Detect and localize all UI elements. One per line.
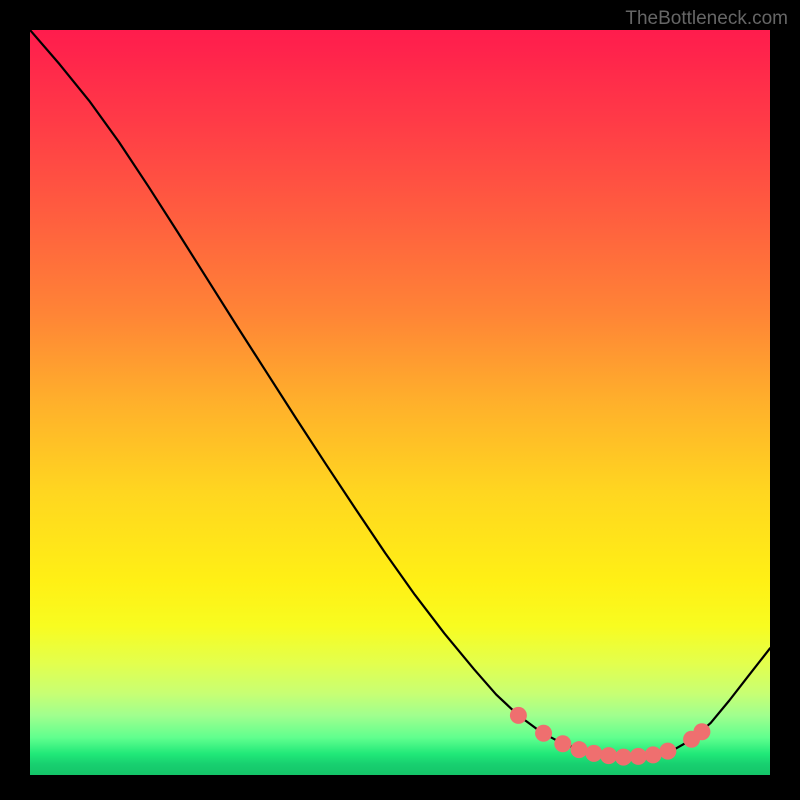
- data-marker: [693, 723, 710, 740]
- chart-svg: [30, 30, 770, 775]
- data-marker: [600, 747, 617, 764]
- data-marker: [510, 707, 527, 724]
- data-marker: [630, 748, 647, 765]
- data-marker: [615, 749, 632, 766]
- chart-container: [30, 30, 770, 775]
- data-marker: [645, 746, 662, 763]
- data-marker: [571, 741, 588, 758]
- data-marker: [585, 745, 602, 762]
- watermark-text: TheBottleneck.com: [625, 8, 788, 30]
- chart-background: [30, 30, 770, 775]
- data-marker: [554, 735, 571, 752]
- data-marker: [659, 743, 676, 760]
- data-marker: [535, 725, 552, 742]
